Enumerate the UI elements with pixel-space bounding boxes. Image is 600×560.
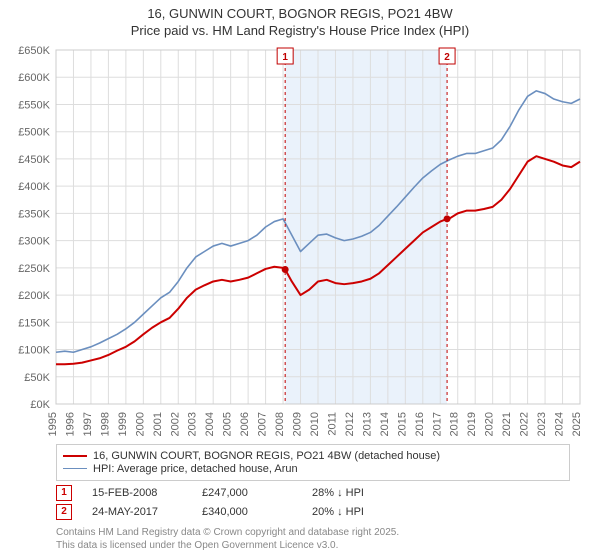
legend-row: 16, GUNWIN COURT, BOGNOR REGIS, PO21 4BW… — [63, 450, 563, 462]
svg-text:2020: 2020 — [484, 412, 496, 436]
svg-text:2004: 2004 — [204, 412, 216, 436]
svg-text:£550K: £550K — [18, 99, 50, 111]
sale-note-row: 2 24-MAY-2017 £340,000 20% ↓ HPI — [56, 504, 570, 520]
sale-price: £247,000 — [202, 487, 292, 499]
svg-text:2013: 2013 — [361, 412, 373, 436]
footer: Contains HM Land Registry data © Crown c… — [56, 526, 570, 552]
svg-text:£150K: £150K — [18, 317, 50, 329]
legend-label: HPI: Average price, detached house, Arun — [93, 463, 298, 475]
svg-text:2007: 2007 — [257, 412, 269, 436]
svg-text:2012: 2012 — [344, 412, 356, 436]
sale-date: 15-FEB-2008 — [92, 487, 182, 499]
svg-text:2014: 2014 — [379, 412, 391, 436]
svg-text:1995: 1995 — [47, 412, 59, 436]
svg-text:2001: 2001 — [152, 412, 164, 436]
svg-text:2017: 2017 — [431, 412, 443, 436]
svg-text:£300K: £300K — [18, 235, 50, 247]
svg-text:2015: 2015 — [396, 412, 408, 436]
sale-notes: 1 15-FEB-2008 £247,000 28% ↓ HPI 2 24-MAY-201… — [56, 485, 570, 520]
svg-text:£50K: £50K — [24, 372, 50, 384]
svg-text:1: 1 — [282, 52, 288, 63]
svg-text:2002: 2002 — [169, 412, 181, 436]
svg-text:£200K: £200K — [18, 290, 50, 302]
svg-text:£650K: £650K — [18, 45, 50, 57]
chart-plot: £0K £50K £100K £150K £200K £250K £300K £350K £40… — [0, 40, 600, 440]
svg-text:2022: 2022 — [519, 412, 531, 436]
svg-text:2005: 2005 — [222, 412, 234, 436]
sale-note-row: 1 15-FEB-2008 £247,000 28% ↓ HPI — [56, 485, 570, 501]
svg-text:£100K: £100K — [18, 344, 50, 356]
svg-text:1998: 1998 — [99, 412, 111, 436]
svg-text:£250K: £250K — [18, 263, 50, 275]
svg-text:£400K: £400K — [18, 181, 50, 193]
svg-text:2016: 2016 — [414, 412, 426, 436]
svg-text:2018: 2018 — [449, 412, 461, 436]
svg-text:2023: 2023 — [536, 412, 548, 436]
svg-text:1999: 1999 — [117, 412, 129, 436]
svg-text:£450K: £450K — [18, 154, 50, 166]
svg-text:£600K: £600K — [18, 72, 50, 84]
legend-swatch — [63, 455, 87, 457]
svg-text:2025: 2025 — [571, 412, 583, 436]
chart-svg: £0K £50K £100K £150K £200K £250K £300K £350K £40… — [0, 40, 600, 440]
legend-label: 16, GUNWIN COURT, BOGNOR REGIS, PO21 4BW… — [93, 450, 440, 462]
legend-swatch — [63, 468, 87, 469]
svg-text:2024: 2024 — [554, 412, 566, 436]
title-line-2: Price paid vs. HM Land Registry's House … — [0, 23, 600, 40]
sale-delta: 20% ↓ HPI — [312, 506, 402, 518]
svg-text:2010: 2010 — [309, 412, 321, 436]
svg-text:2009: 2009 — [292, 412, 304, 436]
sale-delta: 28% ↓ HPI — [312, 487, 402, 499]
sale-marker-icon: 2 — [56, 504, 72, 520]
svg-text:2008: 2008 — [274, 412, 286, 436]
sale-price: £340,000 — [202, 506, 292, 518]
svg-text:2003: 2003 — [187, 412, 199, 436]
svg-text:2011: 2011 — [326, 412, 338, 436]
svg-text:£350K: £350K — [18, 208, 50, 220]
svg-text:2021: 2021 — [501, 412, 513, 436]
legend-box: 16, GUNWIN COURT, BOGNOR REGIS, PO21 4BW… — [56, 444, 570, 481]
sale-marker-icon: 1 — [56, 485, 72, 501]
chart-titles: 16, GUNWIN COURT, BOGNOR REGIS, PO21 4BW… — [0, 0, 600, 40]
footer-line-2: This data is licensed under the Open Gov… — [56, 539, 570, 552]
title-line-1: 16, GUNWIN COURT, BOGNOR REGIS, PO21 4BW — [0, 6, 600, 23]
svg-text:2006: 2006 — [239, 412, 251, 436]
svg-text:2000: 2000 — [134, 412, 146, 436]
svg-text:£0K: £0K — [30, 399, 50, 411]
chart-container: 16, GUNWIN COURT, BOGNOR REGIS, PO21 4BW… — [0, 0, 600, 552]
svg-text:2: 2 — [444, 52, 450, 63]
footer-line-1: Contains HM Land Registry data © Crown c… — [56, 526, 570, 539]
legend-row: HPI: Average price, detached house, Arun — [63, 463, 563, 475]
svg-text:2019: 2019 — [466, 412, 478, 436]
svg-text:1997: 1997 — [82, 412, 94, 436]
svg-text:1996: 1996 — [64, 412, 76, 436]
sale-date: 24-MAY-2017 — [92, 506, 182, 518]
svg-text:£500K: £500K — [18, 126, 50, 138]
